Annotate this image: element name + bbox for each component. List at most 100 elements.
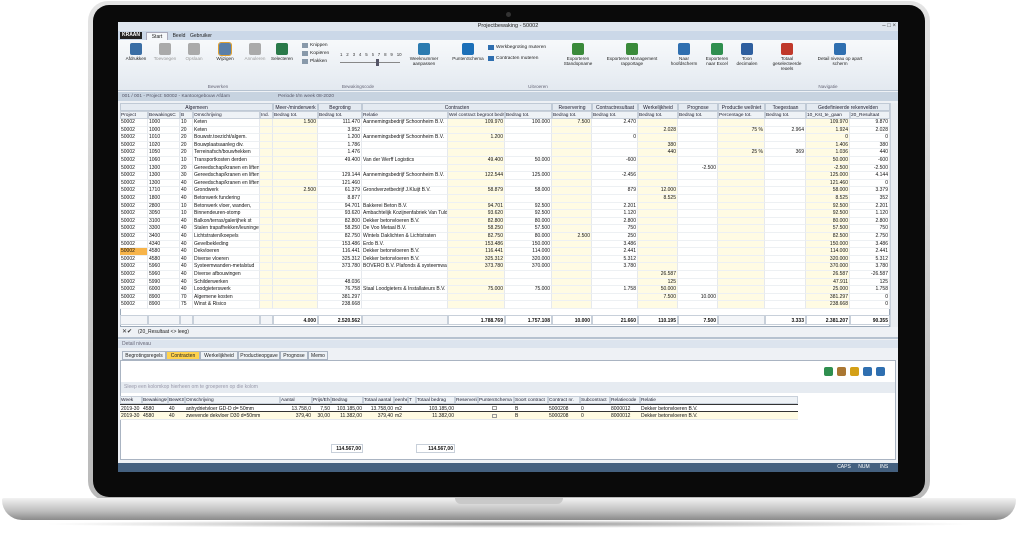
cell [505, 195, 552, 203]
small-button[interactable]: Knippen [310, 43, 328, 48]
cell: 352 [850, 195, 890, 203]
detail-tab[interactable]: Contracten [166, 351, 200, 360]
cell: 82.500 [806, 233, 850, 241]
toolbar-icon[interactable] [850, 367, 859, 376]
cell: 1000 [148, 119, 180, 127]
detail-cell: Dekker betonvloeren B.V. [640, 412, 798, 420]
total-cell [260, 315, 273, 325]
cell [273, 271, 318, 279]
status-indicator: NUM [858, 464, 870, 470]
toolbar-icon[interactable] [837, 367, 846, 376]
small-button[interactable]: Plakken [310, 59, 328, 64]
cell: 50002 [120, 126, 148, 135]
cell: 1.036 [806, 149, 850, 157]
detail-tab[interactable]: Werkelijkheid [200, 351, 238, 360]
ribbon-button[interactable]: Wijzigen [216, 56, 234, 61]
detail-cell: B [514, 412, 548, 420]
ribbon-tab[interactable]: Beeld [172, 33, 186, 39]
filter-text: (20_Resultaat <> leeg) [138, 329, 189, 335]
level-label: 9 [390, 52, 393, 57]
small-button[interactable]: Kopiëren [310, 51, 330, 56]
ribbon-button[interactable]: Naar hoofdscherm [670, 56, 698, 67]
cell [260, 164, 273, 173]
cell: 2.201 [592, 202, 638, 211]
ribbon-button[interactable]: Annuleren [244, 56, 266, 61]
detail-tab[interactable]: Prognose [280, 351, 308, 360]
cell: 50002 [120, 225, 148, 233]
cell [678, 134, 718, 142]
cell: 40 [180, 271, 193, 279]
column-header: Omschrijving [193, 111, 260, 119]
ribbon-button[interactable]: Exporteren Management rapportage [606, 56, 658, 67]
ribbon-button[interactable]: Toon decimalen [736, 56, 758, 67]
cell: 125 [850, 278, 890, 287]
cell [273, 126, 318, 135]
ribbon-tab[interactable]: Start [146, 32, 168, 40]
column-header: Bedrag tot. [765, 111, 806, 119]
ribbon-button[interactable]: Exporteren Standopname [563, 56, 593, 67]
level-label: 8 [384, 52, 387, 57]
cell: Gereedschap/kranen en liften [193, 179, 260, 188]
small-button[interactable]: Contracten muteren [496, 56, 539, 61]
cell: 8.525 [806, 195, 850, 203]
cell [765, 202, 806, 211]
cell [448, 164, 505, 173]
ribbon-button[interactable]: Selecteren [271, 56, 293, 61]
cell: 381.297 [806, 293, 850, 302]
toolbar-icon[interactable] [876, 367, 885, 376]
level-label: 4 [358, 52, 362, 57]
ribbon-button[interactable]: Totaal geselecteerde regels [772, 56, 802, 70]
cell: 4340 [148, 240, 180, 249]
cell: 50002 [120, 141, 148, 150]
ribbon-button[interactable]: Afdrukken [125, 56, 147, 61]
detail-cell: 40 [168, 412, 185, 420]
ribbon-button[interactable]: Opslaan [185, 56, 203, 61]
toolbar-icon[interactable] [863, 367, 872, 376]
status-bar [118, 463, 898, 472]
cell: Bouwplaatsaanleg div. [193, 141, 260, 150]
cell: 50002 [120, 179, 148, 188]
cell: 57.500 [505, 225, 552, 233]
ribbon-button[interactable]: PuntenSchema [452, 56, 484, 61]
window-controls: – □ × [882, 23, 896, 29]
cell: 1.500 [273, 119, 318, 127]
cell: 2.964 [765, 126, 806, 135]
detail-column-header: Bedrag [331, 396, 363, 404]
cell [362, 278, 448, 287]
cell: 76.758 [318, 286, 362, 294]
group-header: Productie wel/niet [718, 103, 765, 111]
splitter [118, 337, 898, 339]
detail-tab[interactable]: Begrotingsregels [122, 351, 166, 360]
cell: 80.000 [806, 217, 850, 226]
detail-tab[interactable]: Memo [308, 351, 328, 360]
detail-cell: 13.758,0 [280, 404, 312, 412]
cell [592, 179, 638, 188]
ribbon-tab[interactable]: Gebruiker [190, 33, 212, 39]
ribbon-button[interactable]: Toevoegen [153, 56, 177, 61]
laptop-base [2, 498, 1016, 520]
detail-cell: anhydrietvloer GD-D d= 50mm [185, 404, 280, 412]
cell: 2.500 [552, 233, 592, 241]
ribbon-button[interactable]: Weeknummer aanpassen [409, 56, 439, 67]
cell: 4580 [148, 248, 180, 256]
cell: 325.312 [318, 255, 362, 264]
filter-icons: ✕✔ [122, 329, 133, 335]
ribbon-button[interactable]: Detail niveau op apart scherm [817, 56, 863, 67]
cell: Dekker betonvloeren B.V. [362, 217, 448, 226]
ribbon-button[interactable]: Exporteren naar Excel [705, 56, 729, 67]
toolbar-icon[interactable] [824, 367, 833, 376]
column-header: Wel contract begroot bedr. [448, 111, 505, 119]
cell [552, 149, 592, 157]
cell: Diverse afbouwingen [193, 271, 260, 279]
small-button[interactable]: Werkbegroting muteren [496, 45, 547, 50]
detail-tab[interactable]: Productieopgave [238, 351, 280, 360]
cell: 50002 [120, 202, 148, 211]
cell [718, 271, 765, 279]
cell: 75 [180, 301, 193, 309]
cell: 26.587 [806, 271, 850, 279]
group-header: Toegestaan [765, 103, 806, 111]
cell [552, 286, 592, 294]
cell [765, 134, 806, 142]
total-cell: 90.355 [850, 315, 890, 325]
cell [273, 217, 318, 226]
